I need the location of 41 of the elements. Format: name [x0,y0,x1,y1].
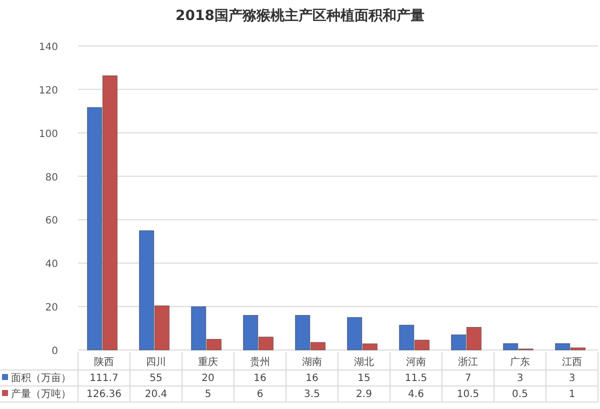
data-label: 5 [204,389,212,400]
data-label: 3.5 [304,389,320,400]
x-tick-label: 江西 [562,356,582,368]
data-label: 1 [568,389,576,400]
y-tick-label: 100 [38,128,58,140]
data-label: 20.4 [144,389,168,400]
data-label: 3 [516,373,524,384]
y-tick-label: 80 [45,172,58,184]
y-tick-label: 140 [38,42,58,53]
x-tick-label: 浙江 [458,356,478,368]
data-label: 16 [306,373,318,384]
data-label: 6 [256,389,264,400]
x-tick-label: 重庆 [198,356,218,368]
x-tick-label: 河南 [406,356,426,368]
y-tick-label: 60 [45,216,58,227]
data-label: 4.6 [408,389,424,400]
y-tick-label: 20 [45,302,58,314]
data-label: 15 [358,373,370,384]
data-label: 20 [202,373,214,384]
data-label: 10.5 [456,389,480,400]
x-tick-label: 贵州 [250,356,270,368]
legend-label: 面积（万亩） [11,372,71,384]
data-label: 2.9 [356,389,372,400]
x-tick-label: 陕西 [94,356,114,368]
data-label: 3 [568,373,576,384]
y-tick-label: 40 [45,259,58,270]
legend-label: 产量（万吨） [11,388,71,400]
x-tick-label: 四川 [146,356,166,368]
y-tick-label: 120 [38,85,58,96]
data-label: 0.5 [512,389,528,400]
x-tick-label: 广东 [510,356,530,368]
data-label: 7 [464,373,472,384]
x-tick-label: 湖北 [354,356,374,368]
data-label: 55 [150,373,162,384]
y-tick-label: 0 [52,346,58,357]
data-label: 126.36 [86,389,122,400]
data-label: 16 [254,373,266,384]
chart-title: 2018国产猕猴桃主产区种植面积和产量 [176,7,424,24]
x-tick-label: 湖南 [302,356,322,368]
data-label: 11.5 [404,373,428,384]
data-label: 111.7 [90,373,118,384]
